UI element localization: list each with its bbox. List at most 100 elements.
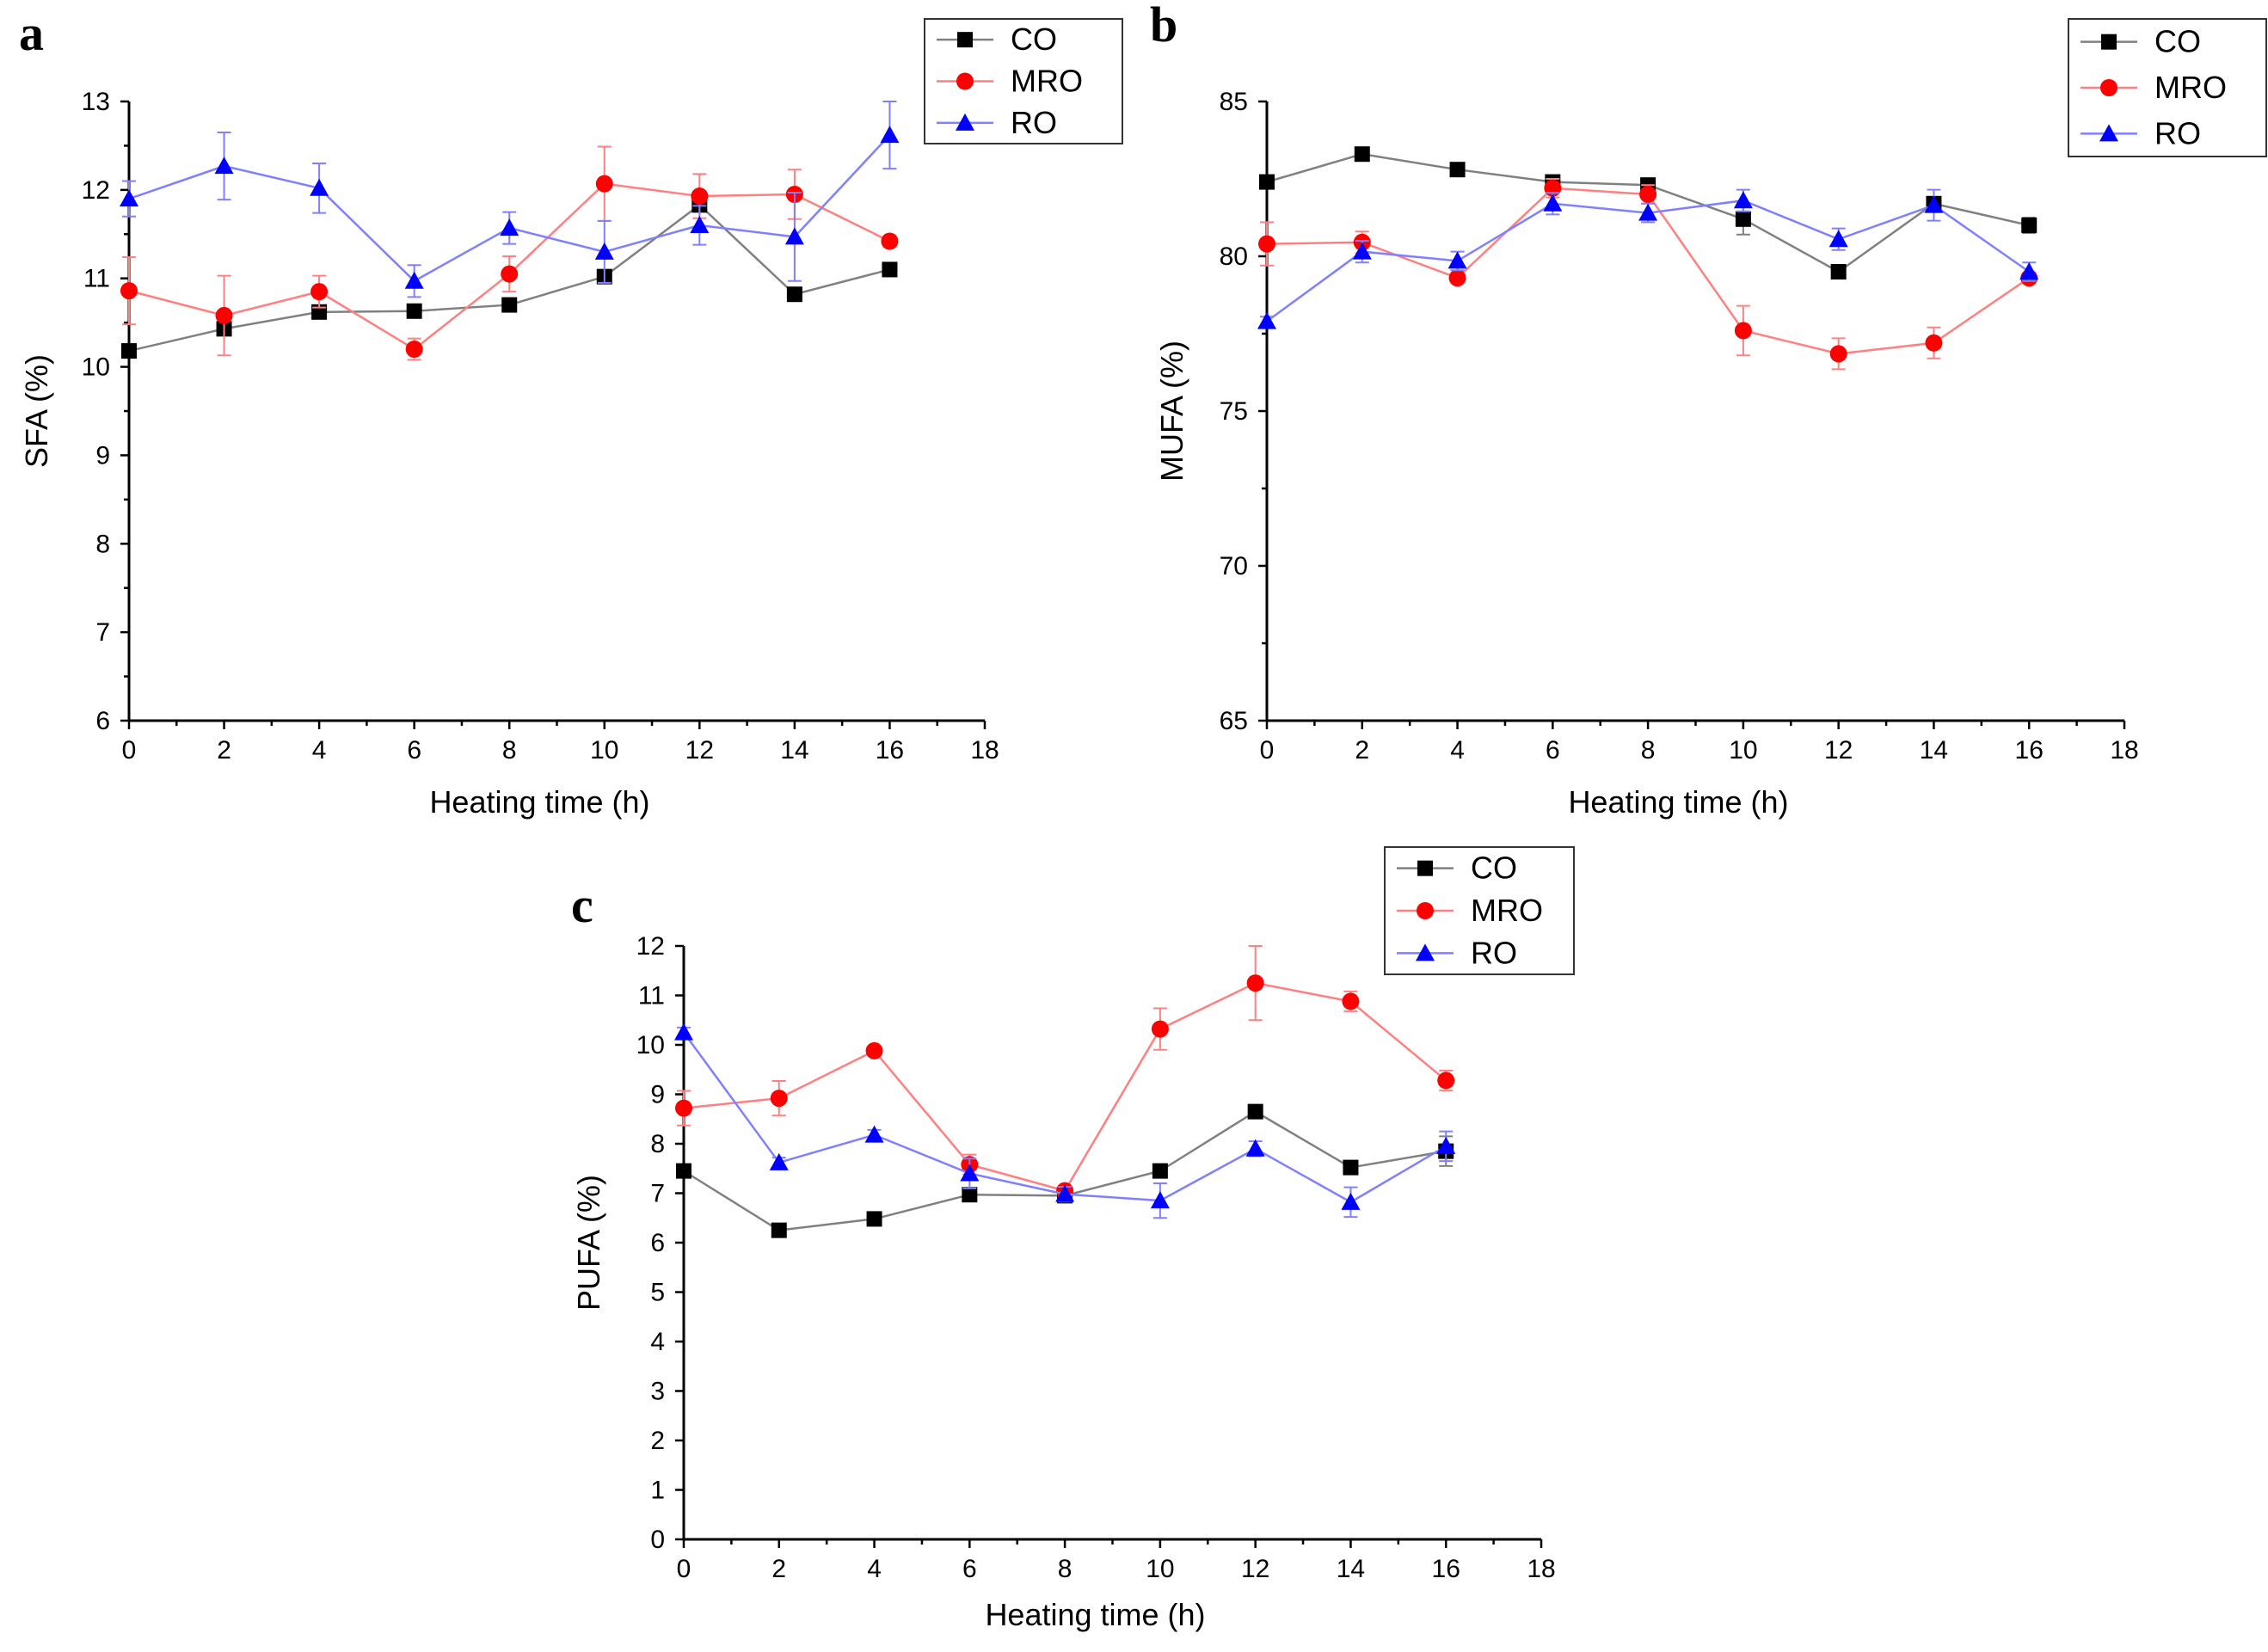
legend-marker-ro-a <box>956 113 974 131</box>
data-point-ro-b <box>1352 242 1372 260</box>
data-point-mro-a <box>310 283 329 301</box>
y-tick-label-b: 75 <box>1220 397 1248 426</box>
legend-label-ro-c: RO <box>1471 935 1517 970</box>
x-axis-title-a: Heating time (h) <box>429 784 649 820</box>
x-tick-label-a: 4 <box>312 736 327 765</box>
data-point-ro-c <box>1245 1139 1265 1157</box>
x-tick-label-a: 6 <box>407 736 421 765</box>
data-point-mro-b <box>1829 345 1847 363</box>
x-axis-title-b: Heating time (h) <box>1568 784 1788 820</box>
legend-marker-ro-c <box>1416 943 1435 961</box>
data-point-mro-c <box>770 1090 788 1108</box>
data-point-ro-b <box>1447 251 1467 269</box>
data-point-ro-a <box>310 178 329 196</box>
legend-label-ro-b: RO <box>2154 115 2201 150</box>
y-tick-label-a: 9 <box>95 441 110 470</box>
data-point-co-c <box>1152 1163 1168 1179</box>
data-point-co-b <box>1735 211 1751 227</box>
x-tick-label-a: 0 <box>122 736 137 765</box>
data-point-co-c <box>1247 1103 1263 1120</box>
data-point-ro-c <box>1436 1136 1456 1154</box>
data-point-co-b <box>1354 146 1370 163</box>
x-tick-label-a: 2 <box>217 736 231 765</box>
data-point-ro-b <box>1829 230 1848 248</box>
y-tick-label-a: 13 <box>82 88 110 116</box>
legend-marker-co-b <box>2101 34 2117 50</box>
data-point-ro-c <box>674 1023 693 1041</box>
data-point-ro-a <box>594 242 614 260</box>
data-point-co-c <box>1343 1159 1359 1176</box>
legend-marker-co-a <box>957 32 973 48</box>
y-tick-label-b: 65 <box>1220 707 1248 735</box>
data-point-ro-c <box>864 1125 884 1143</box>
data-point-co-c <box>962 1187 978 1203</box>
panel-letter-a: a <box>19 5 44 61</box>
y-tick-label-c: 9 <box>650 1081 665 1109</box>
panel-letter-b: b <box>1150 0 1177 52</box>
data-point-co-a <box>121 343 137 359</box>
x-tick-label-c: 6 <box>962 1555 977 1583</box>
data-point-mro-c <box>1151 1020 1169 1038</box>
x-tick-label-c: 14 <box>1337 1555 1365 1583</box>
data-point-co-b <box>1259 174 1275 190</box>
data-point-ro-a <box>404 271 424 289</box>
x-tick-label-c: 4 <box>867 1555 882 1583</box>
data-point-ro-c <box>1055 1184 1075 1202</box>
data-point-co-b <box>2021 218 2038 233</box>
data-point-co-b <box>1449 162 1466 178</box>
data-point-mro-c <box>865 1041 883 1059</box>
legend-marker-ro-b <box>2099 124 2118 142</box>
data-point-ro-b <box>1543 193 1563 212</box>
y-tick-label-c: 7 <box>650 1180 665 1208</box>
data-point-co-a <box>882 261 898 278</box>
y-tick-label-a: 10 <box>82 353 110 382</box>
data-point-co-a <box>406 303 422 319</box>
series-ro-b <box>1257 188 2039 329</box>
y-tick-label-c: 4 <box>650 1328 665 1356</box>
data-point-ro-c <box>769 1152 789 1170</box>
data-point-ro-a <box>880 126 900 144</box>
legend-label-co-c: CO <box>1471 851 1517 886</box>
x-tick-label-b: 0 <box>1260 736 1275 765</box>
y-tick-label-a: 11 <box>83 265 110 293</box>
data-point-mro-b <box>1639 186 1657 203</box>
legend-label-mro-a: MRO <box>1011 64 1083 99</box>
x-tick-label-c: 16 <box>1432 1555 1460 1583</box>
x-tick-label-c: 0 <box>677 1555 691 1583</box>
data-point-ro-a <box>784 227 804 245</box>
legend-label-mro-c: MRO <box>1471 893 1543 928</box>
legend-a: CO MRO RO <box>924 18 1123 144</box>
legend-label-mro-b: MRO <box>2154 70 2227 105</box>
x-tick-label-a: 14 <box>780 736 808 765</box>
x-tick-label-b: 6 <box>1546 736 1560 765</box>
y-tick-label-a: 12 <box>82 176 110 205</box>
legend-b: CO MRO RO <box>2068 18 2267 157</box>
legend-c: CO MRO RO <box>1384 846 1575 975</box>
legend-marker-mro-b <box>2100 79 2117 96</box>
data-point-mro-a <box>691 187 709 206</box>
legend-marker-mro-c <box>1417 902 1434 919</box>
chart-panel-b: 0 2 4 6 8 10 12 14 16 18 65 70 75 80 85 Heating time (h… <box>1154 18 2267 820</box>
x-tick-label-a: 12 <box>685 736 714 765</box>
data-point-co-a <box>501 297 518 313</box>
x-axis-title-c: Heating time (h) <box>985 1597 1205 1632</box>
x-tick-label-b: 4 <box>1450 736 1465 765</box>
data-point-ro-b <box>1924 195 1944 213</box>
data-point-mro-b <box>1925 334 1943 352</box>
chart-panel-a: 0 2 4 6 8 10 12 14 16 18 6 7 8 9 10 11 12 13 Heating time … <box>19 18 1123 820</box>
data-point-co-c <box>866 1211 882 1227</box>
y-tick-label-c: 1 <box>650 1477 665 1505</box>
y-tick-label-c: 12 <box>636 932 665 961</box>
x-tick-label-c: 8 <box>1058 1555 1073 1583</box>
legend-label-co-b: CO <box>2154 24 2201 59</box>
data-point-ro-a <box>214 157 234 175</box>
data-point-mro-a <box>215 306 233 324</box>
data-point-ro-c <box>1150 1191 1170 1209</box>
x-tick-label-b: 10 <box>1729 736 1757 765</box>
x-tick-label-a: 10 <box>590 736 618 765</box>
x-tick-label-b: 18 <box>2110 736 2138 765</box>
data-point-mro-a <box>120 282 138 300</box>
legend-label-ro-a: RO <box>1011 105 1057 140</box>
y-tick-label-a: 6 <box>95 707 110 735</box>
